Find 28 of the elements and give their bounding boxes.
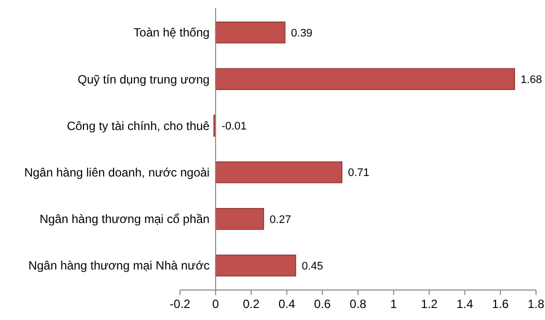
bar — [215, 22, 286, 44]
y-tick-label: Toàn hệ thống — [134, 26, 210, 40]
data-label: 0.39 — [291, 27, 312, 40]
x-tick-label: 0.4 — [278, 297, 296, 311]
bar — [215, 254, 296, 276]
x-tick-label: 1.6 — [492, 297, 510, 311]
data-label: 0.71 — [348, 167, 370, 180]
x-tick-label: 0.6 — [314, 297, 332, 311]
x-tick-label: 1.8 — [528, 297, 545, 311]
y-tick-label: Quỹ tín dụng trung ương — [78, 72, 210, 86]
x-tick-label: 1.2 — [420, 297, 438, 311]
y-tick-label: Ngân hàng thương mại Nhà nước — [28, 258, 210, 273]
data-label: 0.45 — [302, 260, 324, 272]
x-tick-label: 0.8 — [350, 297, 367, 311]
bar — [215, 161, 342, 184]
x-tick-label: 1.4 — [456, 297, 474, 311]
bar — [215, 208, 264, 230]
x-tick-label: -0.2 — [170, 297, 191, 311]
x-tick-label: 0 — [212, 297, 220, 311]
y-tick-label: Công ty tài chính, cho thuê — [66, 118, 210, 133]
bar — [215, 68, 516, 90]
data-label: 0.27 — [270, 214, 292, 226]
data-label: 1.68 — [520, 74, 542, 86]
y-tick-label: Ngân hàng thương mại cổ phần — [40, 212, 210, 226]
x-tick-label: 0.2 — [242, 297, 260, 311]
y-tick-label: Ngân hàng liên doanh, nước ngoài — [24, 166, 210, 180]
data-label: -0.01 — [222, 120, 247, 133]
x-tick-label: 1 — [390, 297, 398, 311]
